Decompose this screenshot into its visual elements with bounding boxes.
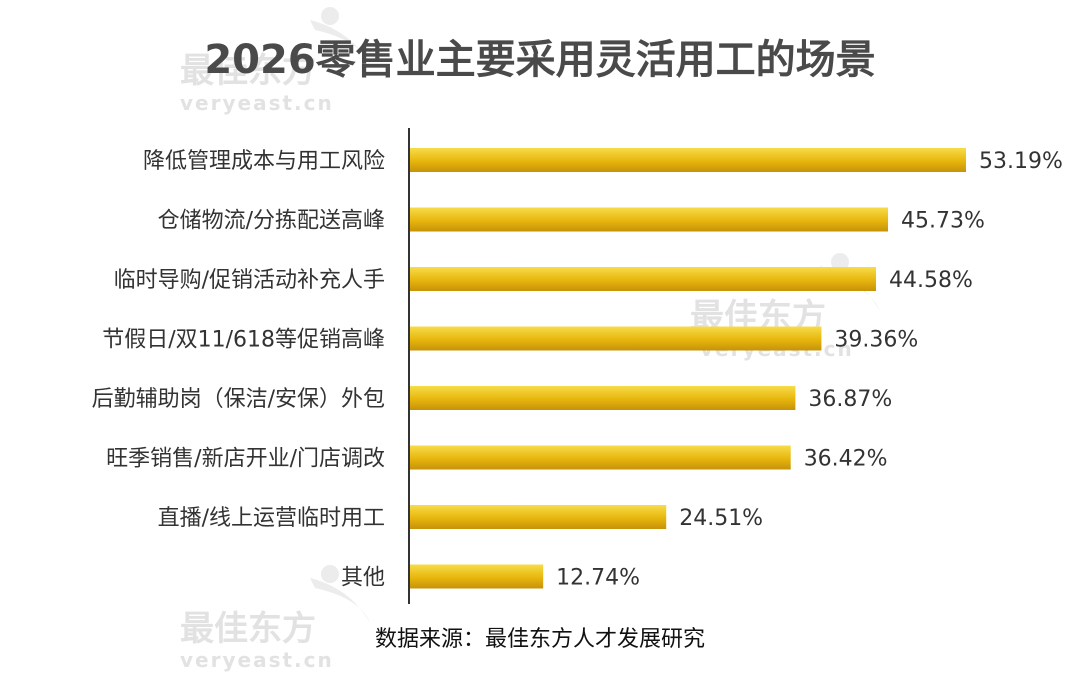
value-label-2: 45.73% (901, 209, 985, 234)
bar-8 (410, 564, 544, 589)
watermark-swoosh-3 (310, 578, 370, 623)
bar-2 (410, 207, 889, 232)
value-label-8: 12.74% (556, 566, 640, 591)
bar-1 (410, 148, 966, 172)
watermark-en-1: veryeast.cn (180, 91, 334, 115)
watermark-dot-3 (321, 565, 339, 583)
bar-3 (410, 267, 876, 291)
category-label-8: 其他 (341, 566, 385, 591)
category-label-5: 后勤辅助岗（保洁/安保）外包 (92, 387, 385, 412)
watermark-cn-1: 最佳东方 (180, 51, 316, 91)
category-label-6: 旺季销售/新店开业/门店调改 (106, 447, 385, 472)
watermark-swoosh-1 (310, 20, 370, 65)
bar-4 (410, 326, 822, 351)
category-label-2: 仓储物流/分拣配送高峰 (158, 209, 385, 234)
watermark-en-3: veryeast.cn (180, 648, 334, 672)
value-label-4: 39.36% (834, 328, 918, 353)
value-label-7: 24.51% (679, 506, 763, 531)
category-label-7: 直播/线上运营临时用工 (158, 506, 385, 531)
category-label-group: 降低管理成本与用工风险仓储物流/分拣配送高峰临时导购/促销活动补充人手节假日/双… (92, 149, 385, 591)
value-label-6: 36.42% (804, 447, 888, 472)
value-label-5: 36.87% (808, 387, 892, 412)
watermark-cn-3: 最佳东方 (180, 609, 316, 649)
bar-6 (410, 445, 791, 470)
value-label-1: 53.19% (979, 149, 1063, 174)
category-label-3: 临时导购/促销活动补充人手 (114, 268, 385, 293)
category-label-1: 降低管理成本与用工风险 (143, 149, 385, 174)
chart-title: 2026零售业主要采用灵活用工的场景 (204, 37, 875, 83)
watermark-dot-1 (321, 7, 339, 25)
source-note: 数据来源：最佳东方人才发展研究 (375, 627, 705, 652)
bar-5 (410, 386, 796, 410)
value-label-group: 53.19% 45.73% 44.58% 39.36% 36.87% 36.42% 24.5… (556, 149, 1063, 591)
bar-group (410, 148, 966, 589)
bar-7 (410, 505, 667, 529)
watermark-dot-2 (831, 253, 849, 271)
value-label-3: 44.58% (889, 268, 973, 293)
category-label-4: 节假日/双11/618等促销高峰 (102, 328, 385, 353)
